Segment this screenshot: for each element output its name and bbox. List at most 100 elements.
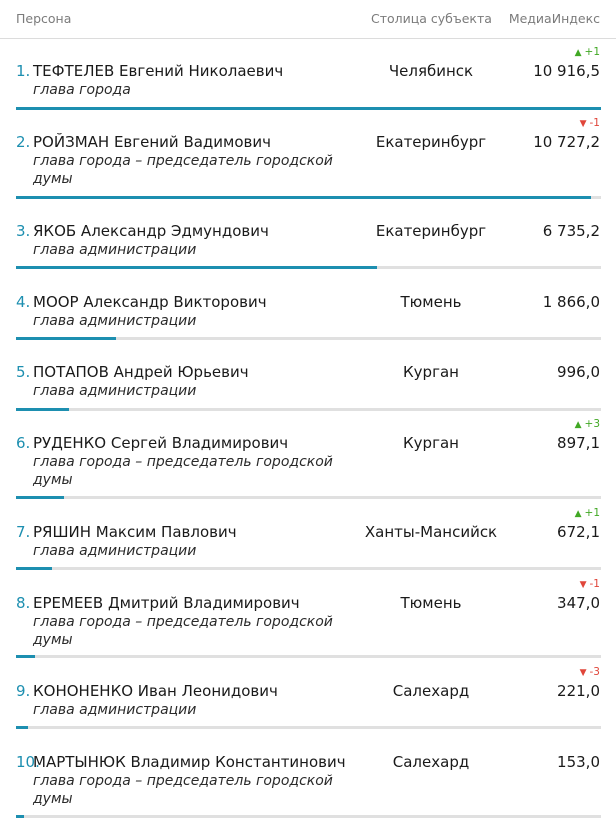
capital-city: Курган [403, 363, 459, 381]
rank-down-indicator: ▼ -1 [580, 578, 600, 590]
person-role: глава города – председатель городской ду… [33, 614, 333, 648]
capital-city: Курган [403, 434, 459, 452]
rank-up-indicator: ▲ +1 [575, 46, 600, 58]
index-bar-fill [16, 567, 53, 570]
person-role: глава города – председатель городской ду… [33, 773, 333, 807]
rank-change-value: -1 [589, 117, 600, 129]
index-bar-track [16, 408, 601, 411]
rank-change-value: -3 [589, 666, 600, 678]
rank-up-indicator: ▲ +3 [575, 418, 600, 430]
rank-number: 5. [16, 363, 31, 381]
table-row[interactable]: 10. МАРТЫНЮК Владимир Константинович глава… [0, 753, 616, 818]
media-index-value: 347,0 [557, 594, 600, 612]
person-name[interactable]: РЯШИН Максим Павлович [33, 523, 237, 541]
capital-city: Тюмень [400, 293, 462, 311]
capital-city: Салехард [392, 753, 470, 771]
index-bar-track [16, 496, 601, 499]
capital-city: Тюмень [400, 594, 462, 612]
rank-change-value: +3 [584, 418, 600, 430]
table-row[interactable]: 8. ЕРЕМЕЕВ Дмитрий Владимирович глава горо… [0, 578, 616, 658]
rank-number: 2. [16, 133, 31, 151]
rank-down-indicator: ▼ -3 [580, 666, 600, 678]
capital-city: Челябинск [388, 62, 474, 80]
person-name[interactable]: МООР Александр Викторович [33, 293, 267, 311]
media-index-value: 996,0 [557, 363, 600, 381]
person-role: глава администрации [33, 242, 197, 258]
index-bar-fill [16, 107, 601, 110]
media-index-value: 897,1 [557, 434, 600, 452]
table-row[interactable]: 5. ПОТАПОВ Андрей Юрьевич глава администра… [0, 363, 616, 411]
person-role: глава города [33, 82, 131, 98]
person-name[interactable]: ТЕФТЕЛЕВ Евгений Николаевич [33, 62, 284, 80]
rank-change-value: -1 [589, 578, 600, 590]
triangle-down-icon: ▼ [579, 119, 587, 129]
rank-number: 6. [16, 434, 31, 452]
rank-number: 10. [16, 753, 40, 771]
media-index-value: 1 866,0 [542, 293, 600, 311]
index-bar-track [16, 266, 601, 269]
person-name[interactable]: МАРТЫНЮК Владимир Константинович [33, 753, 346, 771]
media-index-value: 153,0 [557, 753, 600, 771]
person-role: глава администрации [33, 543, 197, 559]
media-index-value: 221,0 [557, 682, 600, 700]
media-index-value: 10 916,5 [533, 62, 600, 80]
person-name[interactable]: РОЙЗМАН Евгений Вадимович [33, 133, 271, 151]
capital-city: Салехард [392, 682, 470, 700]
index-bar-track [16, 337, 601, 340]
media-index-value: 672,1 [557, 523, 600, 541]
rank-up-indicator: ▲ +1 [575, 507, 600, 519]
triangle-up-icon: ▲ [574, 509, 582, 519]
rank-down-indicator: ▼ -1 [580, 117, 600, 129]
rank-number: 4. [16, 293, 31, 311]
triangle-down-icon: ▼ [579, 580, 587, 590]
triangle-down-icon: ▼ [579, 668, 587, 678]
index-bar-fill [16, 496, 64, 499]
column-header-media-index[interactable]: МедиаИндекс [508, 11, 600, 26]
rank-number: 3. [16, 222, 31, 240]
triangle-up-icon: ▲ [574, 420, 582, 430]
column-header-person[interactable]: Персона [16, 11, 72, 26]
table-row[interactable]: 6. РУДЕНКО Сергей Владимирович глава город… [0, 418, 616, 499]
person-role: глава администрации [33, 313, 197, 329]
index-bar-fill [16, 655, 35, 658]
index-bar-track [16, 196, 601, 199]
table-row[interactable]: 3. ЯКОБ Александр Эдмундович глава админис… [0, 222, 616, 269]
media-index-value: 10 727,2 [533, 133, 600, 151]
person-role: глава города – председатель городской ду… [33, 454, 333, 488]
rank-change-value: +1 [584, 507, 600, 519]
person-role: глава администрации [33, 702, 197, 718]
index-bar-fill [16, 196, 592, 199]
rank-number: 8. [16, 594, 31, 612]
person-name[interactable]: ЕРЕМЕЕВ Дмитрий Владимирович [33, 594, 300, 612]
rank-number: 9. [16, 682, 31, 700]
index-bar-fill [16, 815, 25, 818]
rank-number: 1. [16, 62, 31, 80]
column-header-capital[interactable]: Столица субъекта [371, 11, 492, 26]
index-bar-track [16, 567, 601, 570]
person-role: глава администрации [33, 383, 197, 399]
table-row[interactable]: 4. МООР Александр Викторович глава админис… [0, 293, 616, 340]
capital-city: Екатеринбург [375, 222, 487, 240]
person-name[interactable]: ЯКОБ Александр Эдмундович [33, 222, 269, 240]
index-bar-fill [16, 266, 377, 269]
capital-city: Екатеринбург [375, 133, 487, 151]
index-bar-track [16, 107, 601, 110]
person-name[interactable]: РУДЕНКО Сергей Владимирович [33, 434, 289, 452]
index-bar-fill [16, 726, 28, 729]
table-row[interactable]: 2. РОЙЗМАН Евгений Вадимович глава города … [0, 117, 616, 199]
media-index-value: 6 735,2 [542, 222, 600, 240]
table-row[interactable]: 1. ТЕФТЕЛЕВ Евгений Николаевич глава город… [0, 46, 616, 110]
person-name[interactable]: ПОТАПОВ Андрей Юрьевич [33, 363, 249, 381]
index-bar-track [16, 726, 601, 729]
triangle-up-icon: ▲ [574, 48, 582, 58]
table-row[interactable]: 9. КОНОНЕНКО Иван Леонидович глава админис… [0, 666, 616, 729]
table-row[interactable]: 7. РЯШИН Максим Павлович глава администрац… [0, 507, 616, 570]
table-header: Персона Столица субъекта МедиаИндекс [0, 0, 616, 39]
person-role: глава города – председатель городской ду… [33, 153, 333, 187]
rank-change-value: +1 [584, 46, 600, 58]
index-bar-fill [16, 408, 70, 411]
index-bar-track [16, 815, 601, 818]
index-bar-fill [16, 337, 117, 340]
person-name[interactable]: КОНОНЕНКО Иван Леонидович [33, 682, 278, 700]
